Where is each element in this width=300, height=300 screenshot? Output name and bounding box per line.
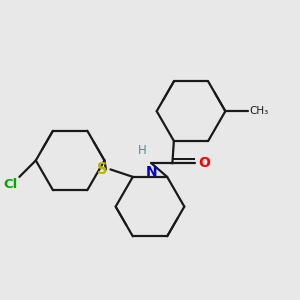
Text: H: H [138, 144, 147, 157]
Text: S: S [97, 162, 107, 177]
Text: N: N [146, 165, 157, 179]
Text: CH₃: CH₃ [249, 106, 268, 116]
Text: O: O [198, 156, 210, 170]
Text: Cl: Cl [4, 178, 18, 191]
